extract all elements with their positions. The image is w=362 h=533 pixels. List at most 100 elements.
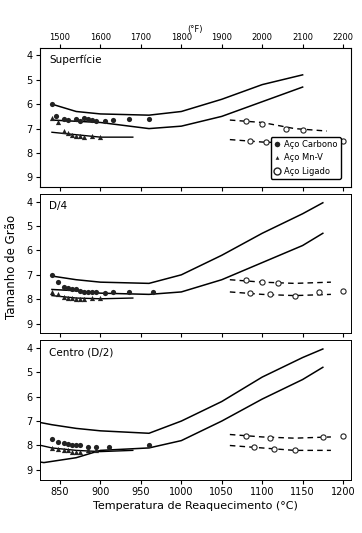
Text: Centro (D/2): Centro (D/2)	[49, 348, 114, 358]
Point	[53, 112, 59, 120]
Point	[110, 116, 115, 124]
Point	[81, 295, 87, 303]
Point	[69, 441, 75, 450]
Point	[17, 413, 22, 422]
Point	[93, 117, 99, 126]
Point	[98, 133, 104, 141]
Point	[85, 115, 91, 123]
Point	[77, 132, 83, 140]
Point	[81, 288, 87, 296]
Point	[243, 431, 249, 440]
Point	[55, 278, 61, 286]
Point	[340, 136, 346, 145]
Point	[263, 138, 269, 146]
Point	[150, 288, 156, 296]
Point	[275, 279, 281, 288]
Point	[102, 117, 108, 126]
Point	[247, 136, 253, 145]
Point	[268, 434, 273, 442]
Point	[61, 293, 67, 301]
Point	[77, 295, 83, 303]
Point	[65, 446, 71, 455]
Point	[65, 294, 71, 302]
Point	[89, 288, 95, 297]
Point	[49, 271, 55, 279]
Point	[77, 286, 83, 295]
Point	[243, 276, 249, 284]
Point	[65, 129, 71, 138]
Point	[61, 283, 67, 292]
Point	[272, 445, 277, 454]
Point	[69, 131, 75, 139]
Point	[73, 441, 79, 450]
Point	[126, 115, 132, 123]
Point	[259, 119, 265, 128]
Point	[61, 439, 67, 447]
Point	[33, 430, 39, 439]
Point	[23, 419, 29, 428]
Point	[65, 116, 71, 124]
Point	[259, 278, 265, 286]
Point	[73, 132, 79, 140]
Point	[340, 286, 346, 295]
Point	[292, 446, 298, 455]
Point	[49, 288, 55, 296]
Point	[73, 295, 79, 303]
Point	[49, 435, 55, 443]
Point	[251, 442, 257, 451]
Point	[69, 447, 75, 456]
Text: Superfície: Superfície	[49, 55, 102, 66]
Point	[81, 133, 87, 141]
X-axis label: (°F): (°F)	[188, 25, 203, 34]
Text: D/4: D/4	[49, 201, 67, 211]
Point	[55, 118, 61, 127]
Point	[81, 114, 87, 122]
Point	[49, 114, 55, 122]
Point	[65, 440, 71, 449]
Point	[93, 446, 99, 455]
Point	[89, 116, 95, 124]
Point	[49, 443, 55, 452]
Point	[69, 294, 75, 302]
Point	[287, 139, 293, 148]
Point	[69, 285, 75, 294]
Point	[85, 446, 91, 455]
X-axis label: Temperatura de Reaquecimento (°C): Temperatura de Reaquecimento (°C)	[93, 501, 298, 511]
Point	[85, 442, 91, 451]
Point	[106, 442, 111, 451]
Point	[320, 138, 326, 146]
Point	[65, 284, 71, 293]
Point	[110, 288, 115, 296]
Text: Tamanho de Grão: Tamanho de Grão	[5, 214, 18, 319]
Point	[61, 115, 67, 123]
Point	[292, 292, 298, 300]
Point	[247, 289, 253, 297]
Point	[126, 288, 132, 296]
Point	[300, 126, 306, 134]
Point	[146, 441, 152, 450]
Point	[320, 433, 326, 441]
Point	[55, 445, 61, 454]
Point	[89, 132, 95, 140]
Point	[102, 289, 108, 297]
Point	[146, 115, 152, 123]
Point	[73, 285, 79, 294]
Legend: Aço Carbono, Aço Mn-V, Aço Ligado: Aço Carbono, Aço Mn-V, Aço Ligado	[270, 137, 341, 179]
Point	[89, 294, 95, 302]
Point	[61, 446, 67, 455]
Point	[340, 431, 346, 440]
Point	[77, 117, 83, 126]
Point	[283, 124, 289, 133]
Point	[55, 438, 61, 446]
Point	[316, 288, 322, 296]
Point	[93, 288, 99, 296]
Point	[49, 100, 55, 108]
Point	[304, 140, 310, 149]
Point	[85, 288, 91, 296]
Point	[73, 447, 79, 456]
Point	[77, 441, 83, 450]
Point	[268, 290, 273, 298]
Point	[77, 447, 83, 456]
Point	[17, 435, 22, 443]
Point	[243, 117, 249, 126]
